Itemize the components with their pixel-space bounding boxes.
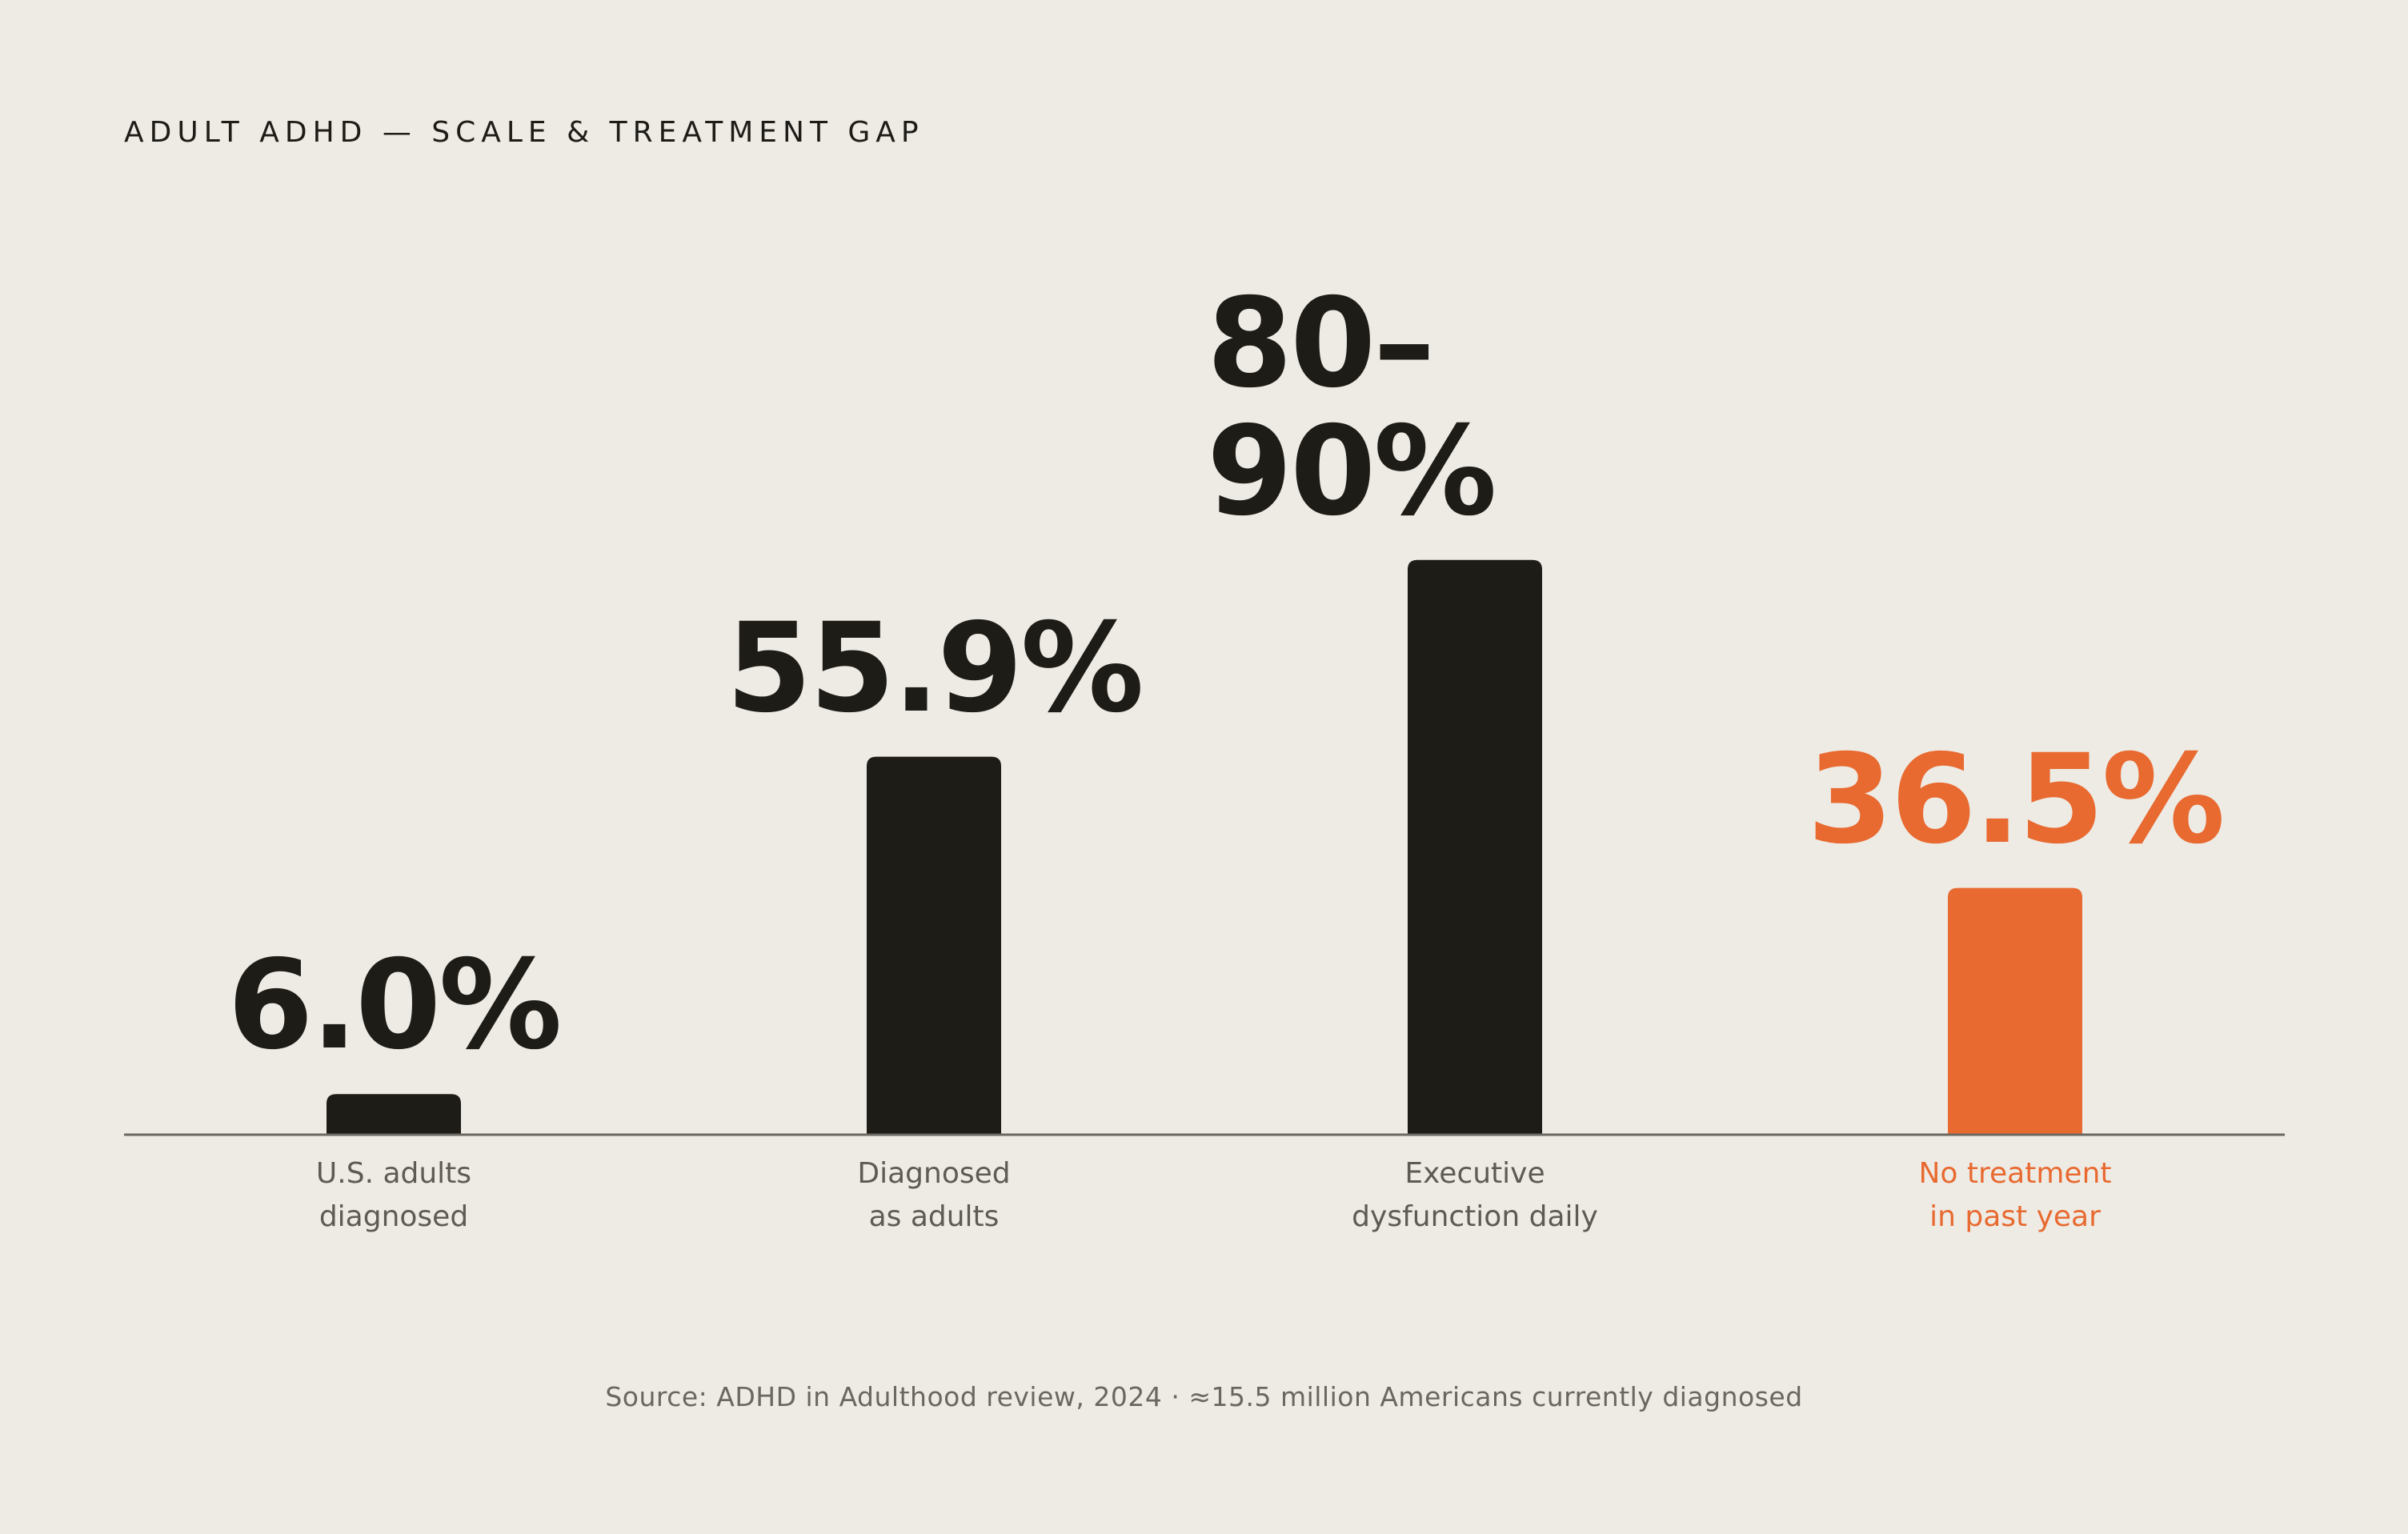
category-label-3: No treatment in past year: [1847, 1152, 2183, 1239]
category-label-line: dysfunction daily: [1352, 1200, 1598, 1233]
value-label-line: 36.5%: [1807, 727, 2225, 871]
value-label-line: 6.0%: [227, 934, 562, 1078]
category-label-0: U.S. adults diagnosed: [226, 1152, 562, 1239]
chart-title: ADULT ADHD — SCALE & TREATMENT GAP: [124, 116, 924, 149]
value-label-2: 80– 90%: [1207, 271, 1497, 543]
bar-3: [1948, 887, 2082, 1135]
value-label-1: 55.9%: [726, 596, 1144, 740]
source-note: Source: ADHD in Adulthood review, 2024 ·…: [605, 1381, 1803, 1412]
category-label-2: Executive dysfunction daily: [1307, 1152, 1643, 1239]
value-label-3: 36.5%: [1807, 727, 2225, 871]
category-label-line: Executive: [1404, 1157, 1545, 1190]
value-label-line: 55.9%: [726, 596, 1144, 740]
category-label-line: U.S. adults: [315, 1157, 472, 1190]
value-label-line: 90%: [1207, 399, 1497, 543]
bar-0: [327, 1094, 461, 1135]
category-label-line: Diagnosed: [857, 1157, 1011, 1190]
value-label-line: 80–: [1207, 271, 1435, 415]
value-label-0: 6.0%: [227, 934, 562, 1078]
category-label-line: diagnosed: [319, 1200, 469, 1233]
category-label-1: Diagnosed as adults: [766, 1152, 1102, 1239]
category-label-line: No treatment: [1918, 1157, 2112, 1190]
category-label-line: as adults: [868, 1200, 1000, 1233]
bar-1: [867, 756, 1001, 1135]
category-label-line: in past year: [1929, 1200, 2101, 1233]
bar-2: [1408, 559, 1542, 1135]
